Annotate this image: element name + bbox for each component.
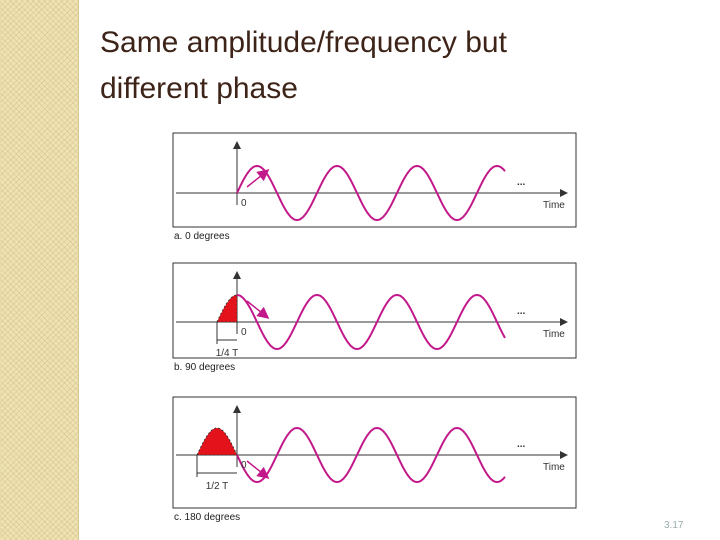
time-label: Time — [543, 329, 565, 340]
time-label: Time — [543, 462, 565, 473]
sine-wave — [236, 164, 506, 222]
direction-arrow — [246, 300, 270, 319]
panel-frame — [172, 262, 577, 359]
offset-label: 1/2 T — [206, 481, 229, 492]
page-number: 3.17 — [664, 520, 684, 531]
panel-frame — [172, 396, 577, 509]
zero-label: 0 — [241, 198, 247, 209]
panel-caption: b. 90 degrees — [174, 362, 235, 373]
decor-strip — [0, 0, 79, 540]
sine-wave — [236, 293, 506, 351]
zero-label: 0 — [241, 460, 247, 471]
title-line: different phase — [100, 72, 298, 105]
shifted-portion — [196, 427, 238, 456]
zero-label: 0 — [241, 327, 247, 338]
panel-caption: c. 180 degrees — [174, 512, 240, 523]
time-label: Time — [543, 200, 565, 211]
continuation-dots: ... — [517, 306, 526, 317]
direction-arrow — [246, 169, 270, 188]
continuation-dots: ... — [517, 439, 526, 450]
sine-wave — [236, 426, 506, 484]
shifted-portion — [216, 294, 238, 323]
panel-frame — [172, 132, 577, 228]
direction-arrow — [246, 460, 270, 479]
panel-caption: a. 0 degrees — [174, 231, 230, 242]
title-line: Same amplitude/frequency but — [100, 26, 508, 59]
continuation-dots: ... — [517, 177, 526, 188]
offset-label: 1/4 T — [216, 348, 239, 359]
